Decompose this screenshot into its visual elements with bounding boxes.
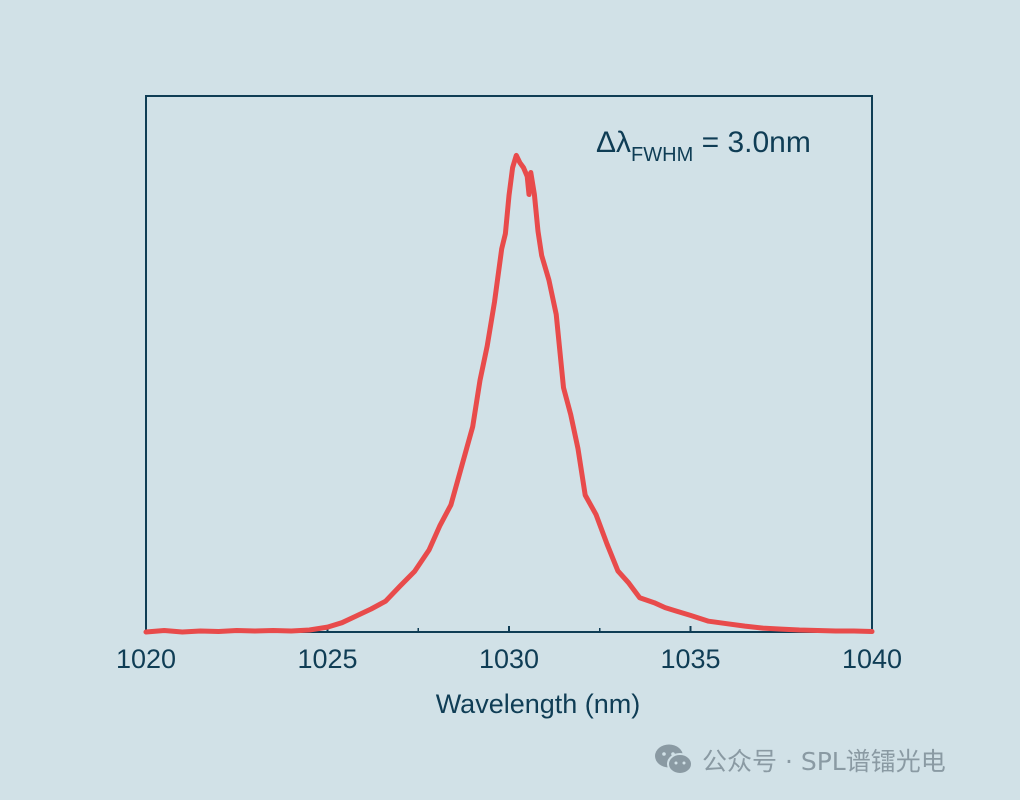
x-tick-label: 1035 <box>660 644 720 674</box>
spectrum-line <box>143 152 875 635</box>
x-tick-label: 1025 <box>297 644 357 674</box>
x-tick-label: 1040 <box>842 644 902 674</box>
x-tick-label: 1030 <box>479 644 539 674</box>
x-axis-tick-labels: 1020 1025 1030 1035 1040 <box>116 644 902 674</box>
fwhm-value: = 3.0nm <box>693 126 811 159</box>
watermark-text: 公众号 · SPL谱镭光电 <box>702 747 946 776</box>
fwhm-delta-symbol: Δλ <box>596 126 631 159</box>
x-axis-title: Wavelength (nm) <box>436 689 641 719</box>
watermark: 公众号 · SPL谱镭光电 <box>654 740 946 780</box>
wechat-icon <box>655 744 693 775</box>
x-tick-label: 1020 <box>116 644 176 674</box>
fwhm-subscript: FWHM <box>631 144 693 166</box>
fwhm-annotation: ΔλFWHM = 3.0nm <box>596 126 811 166</box>
